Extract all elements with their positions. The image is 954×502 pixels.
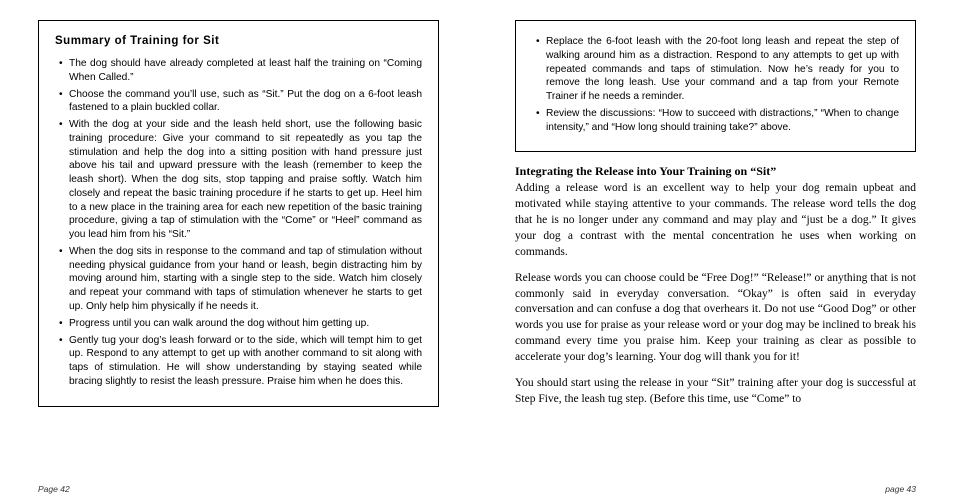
bullet-list-right: Replace the 6-foot leash with the 20-foo…: [532, 35, 899, 134]
list-item: When the dog sits in response to the com…: [55, 245, 422, 314]
list-item: Progress until you can walk around the d…: [55, 317, 422, 331]
summary-box-continued: Replace the 6-foot leash with the 20-foo…: [515, 20, 916, 152]
paragraph: Adding a release word is an excellent wa…: [515, 181, 916, 260]
section-heading: Integrating the Release into Your Traini…: [515, 164, 916, 179]
list-item: The dog should have already completed at…: [55, 57, 422, 85]
page-number-left: Page 42: [38, 484, 70, 494]
page-number-right: page 43: [885, 484, 916, 494]
left-page: Summary of Training for Sit The dog shou…: [0, 0, 477, 502]
paragraph: You should start using the release in yo…: [515, 376, 916, 408]
list-item: Choose the command you’ll use, such as “…: [55, 88, 422, 116]
list-item: Review the discussions: “How to succeed …: [532, 107, 899, 135]
box-title: Summary of Training for Sit: [55, 35, 422, 47]
paragraph: Release words you can choose could be “F…: [515, 271, 916, 366]
list-item: Gently tug your dog’s leash forward or t…: [55, 334, 422, 389]
bullet-list-left: The dog should have already completed at…: [55, 57, 422, 389]
summary-box: Summary of Training for Sit The dog shou…: [38, 20, 439, 407]
list-item: With the dog at your side and the leash …: [55, 118, 422, 242]
right-page: Replace the 6-foot leash with the 20-foo…: [477, 0, 954, 502]
list-item: Replace the 6-foot leash with the 20-foo…: [532, 35, 899, 104]
